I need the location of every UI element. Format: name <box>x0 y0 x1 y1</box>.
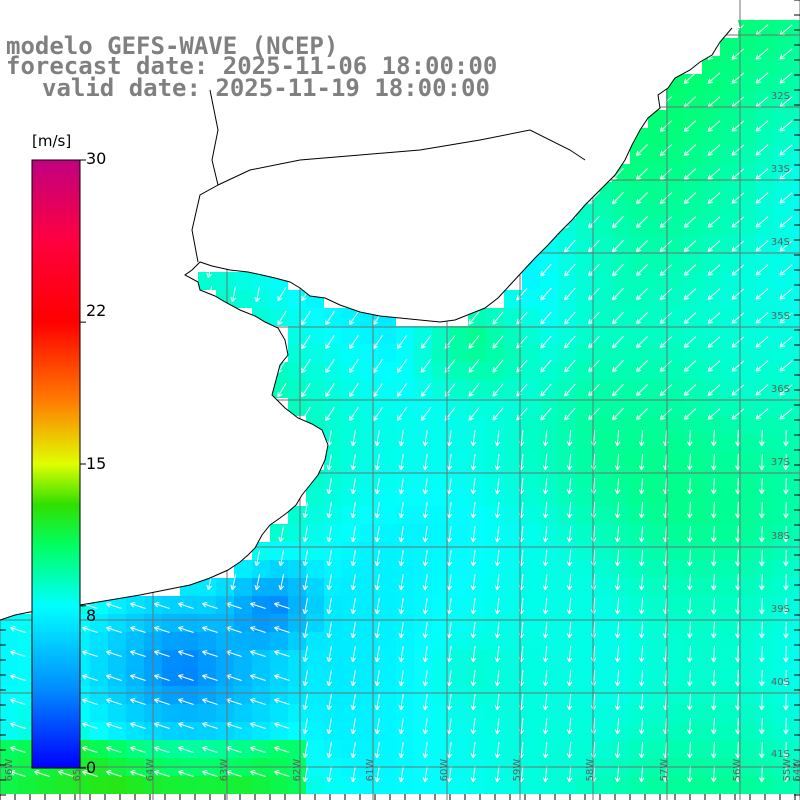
lon-label: 63W <box>219 759 230 782</box>
lon-label: 64W <box>145 759 156 782</box>
wind-arrows <box>10 24 793 783</box>
forecast-date: forecast date: 2025-11-06 18:00:00 <box>6 52 498 80</box>
lat-label: 36S <box>771 384 790 395</box>
lon-label: 55W <box>782 759 793 782</box>
lon-label: 59W <box>512 759 523 782</box>
lat-label: 40S <box>771 677 790 688</box>
lon-label: 65W <box>72 759 83 782</box>
lat-label: 35S <box>771 311 790 322</box>
lon-label: 54W <box>792 759 800 782</box>
lat-label: 34S <box>771 237 790 248</box>
colorbar <box>31 159 86 769</box>
lat-label: 41S <box>771 749 790 760</box>
colorbar-label-0: 0 <box>86 758 97 777</box>
model-title: modelo GEFS-WAVE (NCEP) <box>6 32 339 60</box>
colorbar-label-22: 22 <box>86 301 107 320</box>
lon-label: 62W <box>292 759 303 782</box>
colorbar-label-8: 8 <box>86 606 97 625</box>
colorbar-label-30: 30 <box>86 149 107 168</box>
lon-label: 57W <box>659 759 670 782</box>
lon-label: 61W <box>365 759 376 782</box>
colorbar-label-15: 15 <box>86 454 107 473</box>
lat-label: 33S <box>771 164 790 175</box>
coastline <box>0 27 733 621</box>
lat-label: 38S <box>771 531 790 542</box>
lon-label: 60W <box>439 759 450 782</box>
lon-label: 58W <box>585 759 596 782</box>
valid-date: valid date: 2025-11-19 18:00:00 <box>42 74 490 102</box>
lat-label: 32S <box>771 91 790 102</box>
lon-label: 66W <box>4 759 15 782</box>
lat-label: 39S <box>771 604 790 615</box>
colorbar-unit-label: [m/s] <box>32 132 72 150</box>
lat-label: 37S <box>771 457 790 468</box>
lon-label: 56W <box>732 759 743 782</box>
grid-labels: 32S 33S 34S 35S 36S 37S 38S 39S 40S 41S 66W 65W 64W 6… <box>4 91 800 781</box>
